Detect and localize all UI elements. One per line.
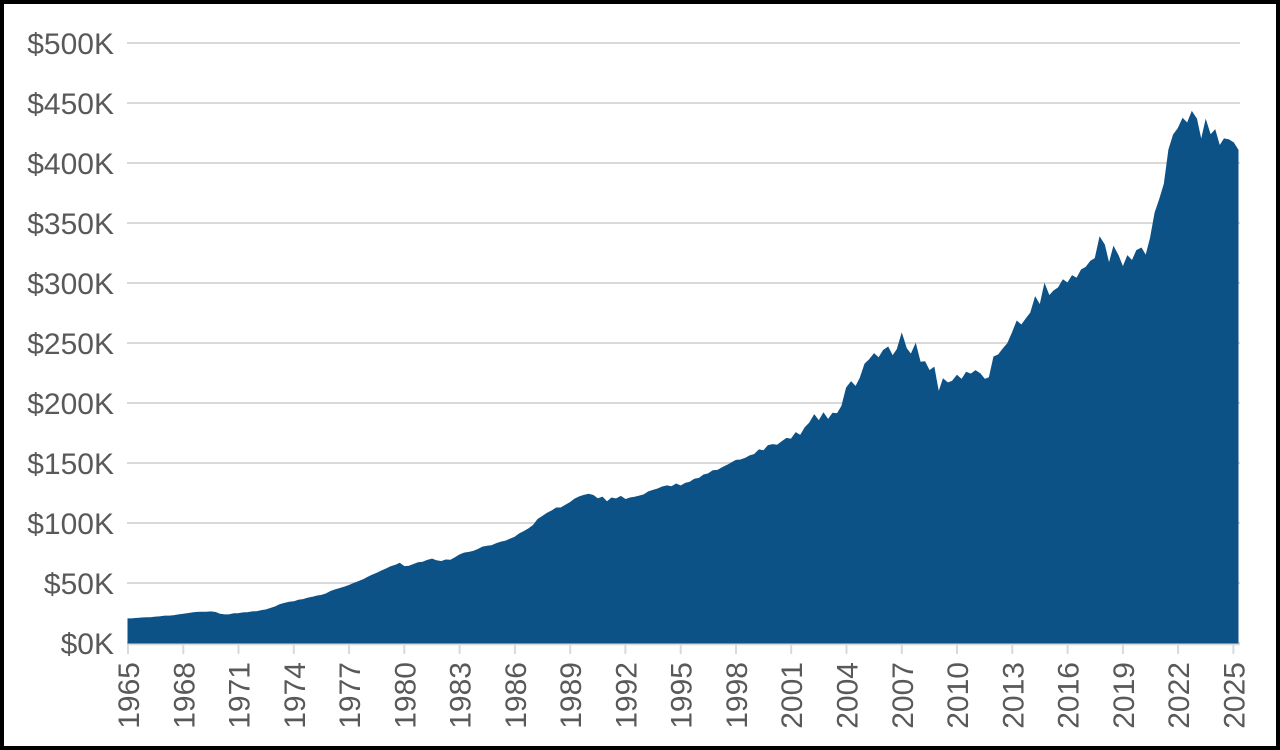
x-axis-tick-label: 1986: [500, 662, 533, 729]
y-axis-tick-label: $450K: [27, 88, 114, 121]
x-axis-tick-label: 1974: [279, 662, 312, 729]
x-axis-tick-label: 2001: [776, 662, 809, 729]
x-axis-tick-label: 2019: [1108, 662, 1141, 729]
area-shape: [127, 110, 1239, 644]
x-axis-tick-label: 2004: [832, 662, 865, 729]
y-axis-tick-label: $100K: [27, 508, 114, 541]
area-series: [127, 110, 1239, 644]
gridlines: [127, 42, 1240, 644]
y-axis-tick-label: $500K: [27, 28, 114, 61]
x-axis-tick-label: 1992: [610, 662, 643, 729]
y-axis-tick-label: $0K: [61, 628, 114, 661]
x-axis-tick-label: 2025: [1218, 662, 1251, 729]
y-axis-tick-label: $300K: [27, 268, 114, 301]
x-axis-tick-label: 2013: [997, 662, 1030, 729]
x-axis-tick-label: 2022: [1163, 662, 1196, 729]
x-axis-tick-label: 2016: [1053, 662, 1086, 729]
x-axis-tick-label: 1965: [113, 662, 146, 729]
y-axis-tick-label: $200K: [27, 388, 114, 421]
y-axis-tick-label: $250K: [27, 328, 114, 361]
x-axis: [127, 643, 1240, 654]
area-chart-svg: $0K $50K $100K $150K $200K $250K $300K $350K $40…: [27, 28, 1251, 729]
x-axis-labels: 1965 1968 1971 1974 1977 1980 1983 1986 1989 1992…: [113, 662, 1251, 729]
x-axis-tick-label: 1971: [224, 662, 257, 729]
x-axis-tick-label: 1968: [168, 662, 201, 729]
y-axis-labels: $0K $50K $100K $150K $200K $250K $300K $350K $40…: [27, 28, 114, 661]
x-axis-tick-label: 1977: [334, 662, 367, 729]
x-axis-tick-label: 2010: [942, 662, 975, 729]
x-axis-tick-label: 1995: [666, 662, 699, 729]
y-axis-tick-label: $350K: [27, 208, 114, 241]
y-axis-tick-label: $400K: [27, 148, 114, 181]
y-axis-tick-label: $50K: [44, 568, 114, 601]
x-axis-tick-label: 2007: [887, 662, 920, 729]
x-axis-tick-label: 1989: [555, 662, 588, 729]
x-axis-tick-label: 1983: [445, 662, 478, 729]
x-axis-tick-label: 1980: [389, 662, 422, 729]
y-axis-tick-label: $150K: [27, 448, 114, 481]
x-axis-tick-label: 1998: [721, 662, 754, 729]
